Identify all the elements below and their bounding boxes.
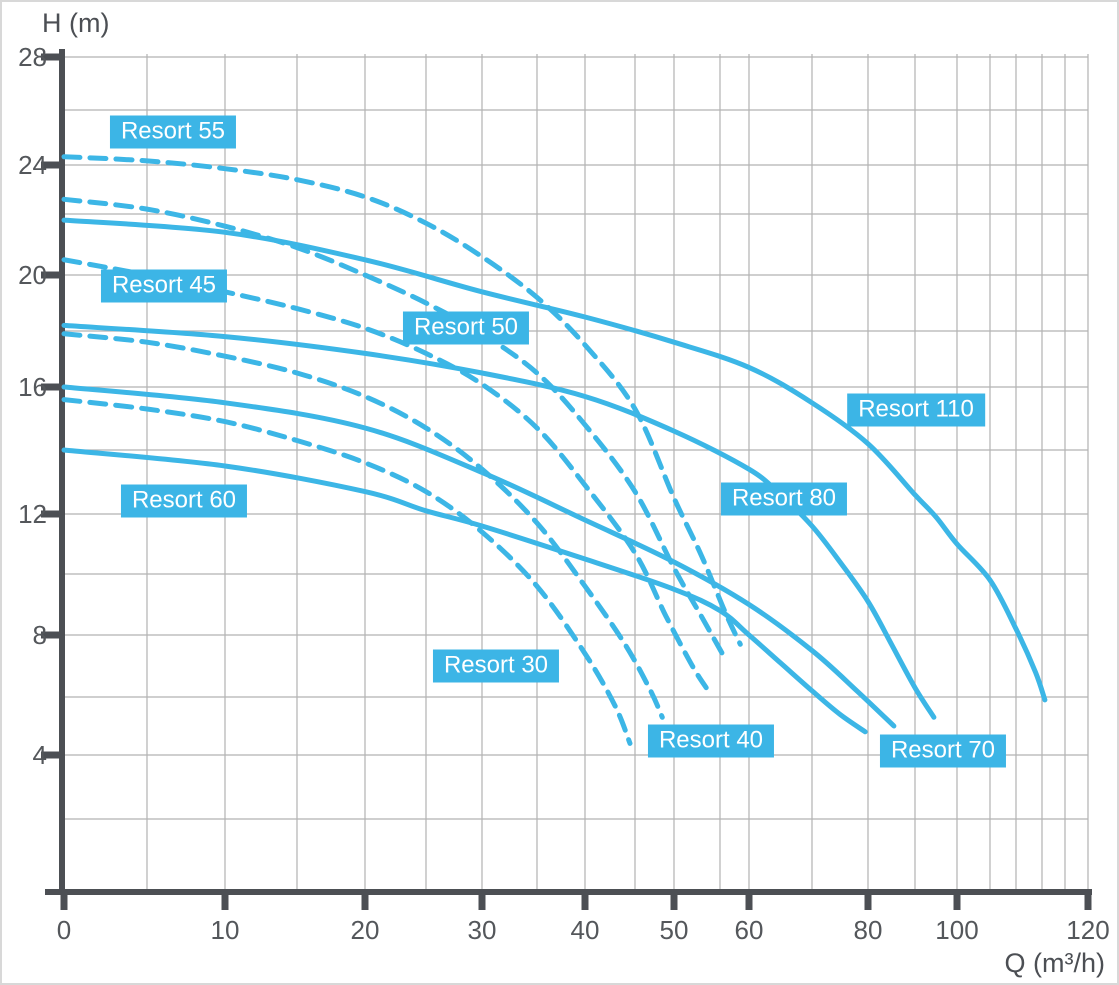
- y-tick-label: 16: [18, 372, 47, 402]
- y-tick-label: 4: [33, 740, 47, 770]
- x-axis-title: Q (m³/h): [1004, 948, 1106, 978]
- y-tick-label: 12: [18, 499, 47, 529]
- y-axis-title: H (m): [42, 8, 110, 38]
- x-tick-label: 20: [351, 915, 380, 945]
- y-tick-label: 24: [18, 150, 47, 180]
- curve-resort-80: [61, 322, 937, 720]
- x-tick-label: 60: [735, 915, 764, 945]
- curve-resort-110: [61, 217, 1048, 703]
- y-tick-label: 8: [33, 620, 47, 650]
- x-tick-label: 80: [854, 915, 883, 945]
- curve-resort-30: [61, 397, 633, 746]
- curve-resort-55: [61, 154, 743, 647]
- y-tick-label: 28: [18, 42, 47, 72]
- x-tick-label: 120: [1066, 915, 1109, 945]
- x-tick-label: 100: [935, 915, 978, 945]
- x-tick-label: 50: [660, 915, 689, 945]
- y-tick-label: 20: [18, 260, 47, 290]
- x-tick-label: 0: [57, 915, 71, 945]
- curve-resort-60: [61, 447, 868, 735]
- x-tick-label: 40: [571, 915, 600, 945]
- curve-resort-70: [61, 384, 897, 729]
- x-tick-label: 10: [211, 915, 240, 945]
- x-tick-label: 30: [468, 915, 497, 945]
- curve-resort-40: [61, 331, 665, 720]
